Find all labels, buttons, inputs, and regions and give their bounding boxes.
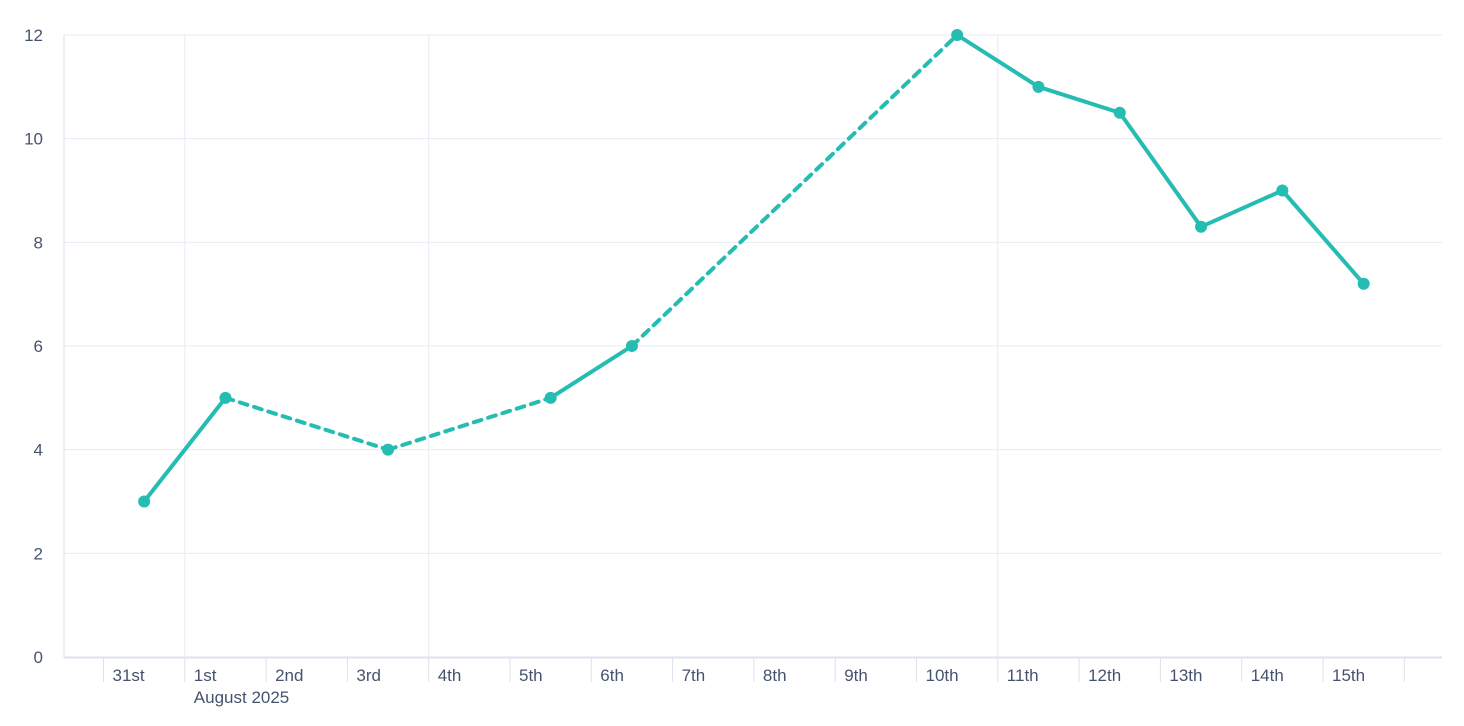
data-point-6th[interactable] xyxy=(625,340,638,352)
x-axis-label-1st: 1st xyxy=(194,666,217,685)
x-axis-label-3rd: 3rd xyxy=(356,666,381,685)
x-axis-label-6th: 6th xyxy=(600,666,624,685)
line-segment-12th-to-13th-solid xyxy=(1117,110,1204,229)
y-axis-label-10: 10 xyxy=(24,130,43,149)
y-axis-label-8: 8 xyxy=(34,233,43,252)
x-axis-label-13th: 13th xyxy=(1169,666,1202,685)
line-segment-31st-to-1st-solid xyxy=(142,395,228,504)
x-axis-label-12th: 12th xyxy=(1088,666,1121,685)
x-axis-label-2nd: 2nd xyxy=(275,666,303,685)
x-axis-label-14th: 14th xyxy=(1251,666,1284,685)
data-point-5th[interactable] xyxy=(544,391,557,404)
y-axis-label-4: 4 xyxy=(34,441,43,460)
line-segment-5th-to-6th-solid xyxy=(548,344,634,400)
data-point-14th[interactable] xyxy=(1276,184,1289,197)
x-axis-label-10th: 10th xyxy=(926,666,959,685)
data-point-15th[interactable] xyxy=(1357,277,1370,290)
x-axis-label-9th: 9th xyxy=(844,666,868,685)
y-axis-label-0: 0 xyxy=(34,648,43,667)
data-point-1st[interactable] xyxy=(219,391,232,404)
x-axis-label-15th: 15th xyxy=(1332,666,1365,685)
line-segment-11th-to-12th-solid xyxy=(1036,84,1122,115)
x-axis-label-8th: 8th xyxy=(763,666,787,685)
x-axis-label-11th: 11th xyxy=(1007,666,1039,685)
line-segment-10th-to-11th-solid xyxy=(955,33,1041,89)
x-axis-label-31st: 31st xyxy=(113,666,145,685)
x-axis-label-7th: 7th xyxy=(682,666,706,685)
data-point-31st[interactable] xyxy=(138,495,151,508)
line-segment-1st-to-3rd-dashed xyxy=(223,395,391,452)
x-axis-label-5th: 5th xyxy=(519,666,543,685)
x-axis-label-4th: 4th xyxy=(438,666,462,685)
line-segment-14th-to-15th-solid xyxy=(1280,188,1366,286)
data-point-12th[interactable] xyxy=(1113,106,1126,119)
y-axis-label-6: 6 xyxy=(34,337,43,356)
line-segment-13th-to-14th-solid xyxy=(1199,188,1285,229)
data-point-10th[interactable] xyxy=(951,29,964,41)
data-point-11th[interactable] xyxy=(1032,80,1045,93)
data-point-3rd[interactable] xyxy=(382,443,395,456)
y-axis-label-12: 12 xyxy=(24,26,43,45)
y-axis-label-2: 2 xyxy=(34,544,43,563)
data-point-13th[interactable] xyxy=(1195,220,1208,233)
month-label: August 2025 xyxy=(194,688,289,707)
line-segment-3rd-to-5th-dashed xyxy=(386,395,553,452)
line-segment-6th-to-10th-dashed xyxy=(629,33,960,348)
